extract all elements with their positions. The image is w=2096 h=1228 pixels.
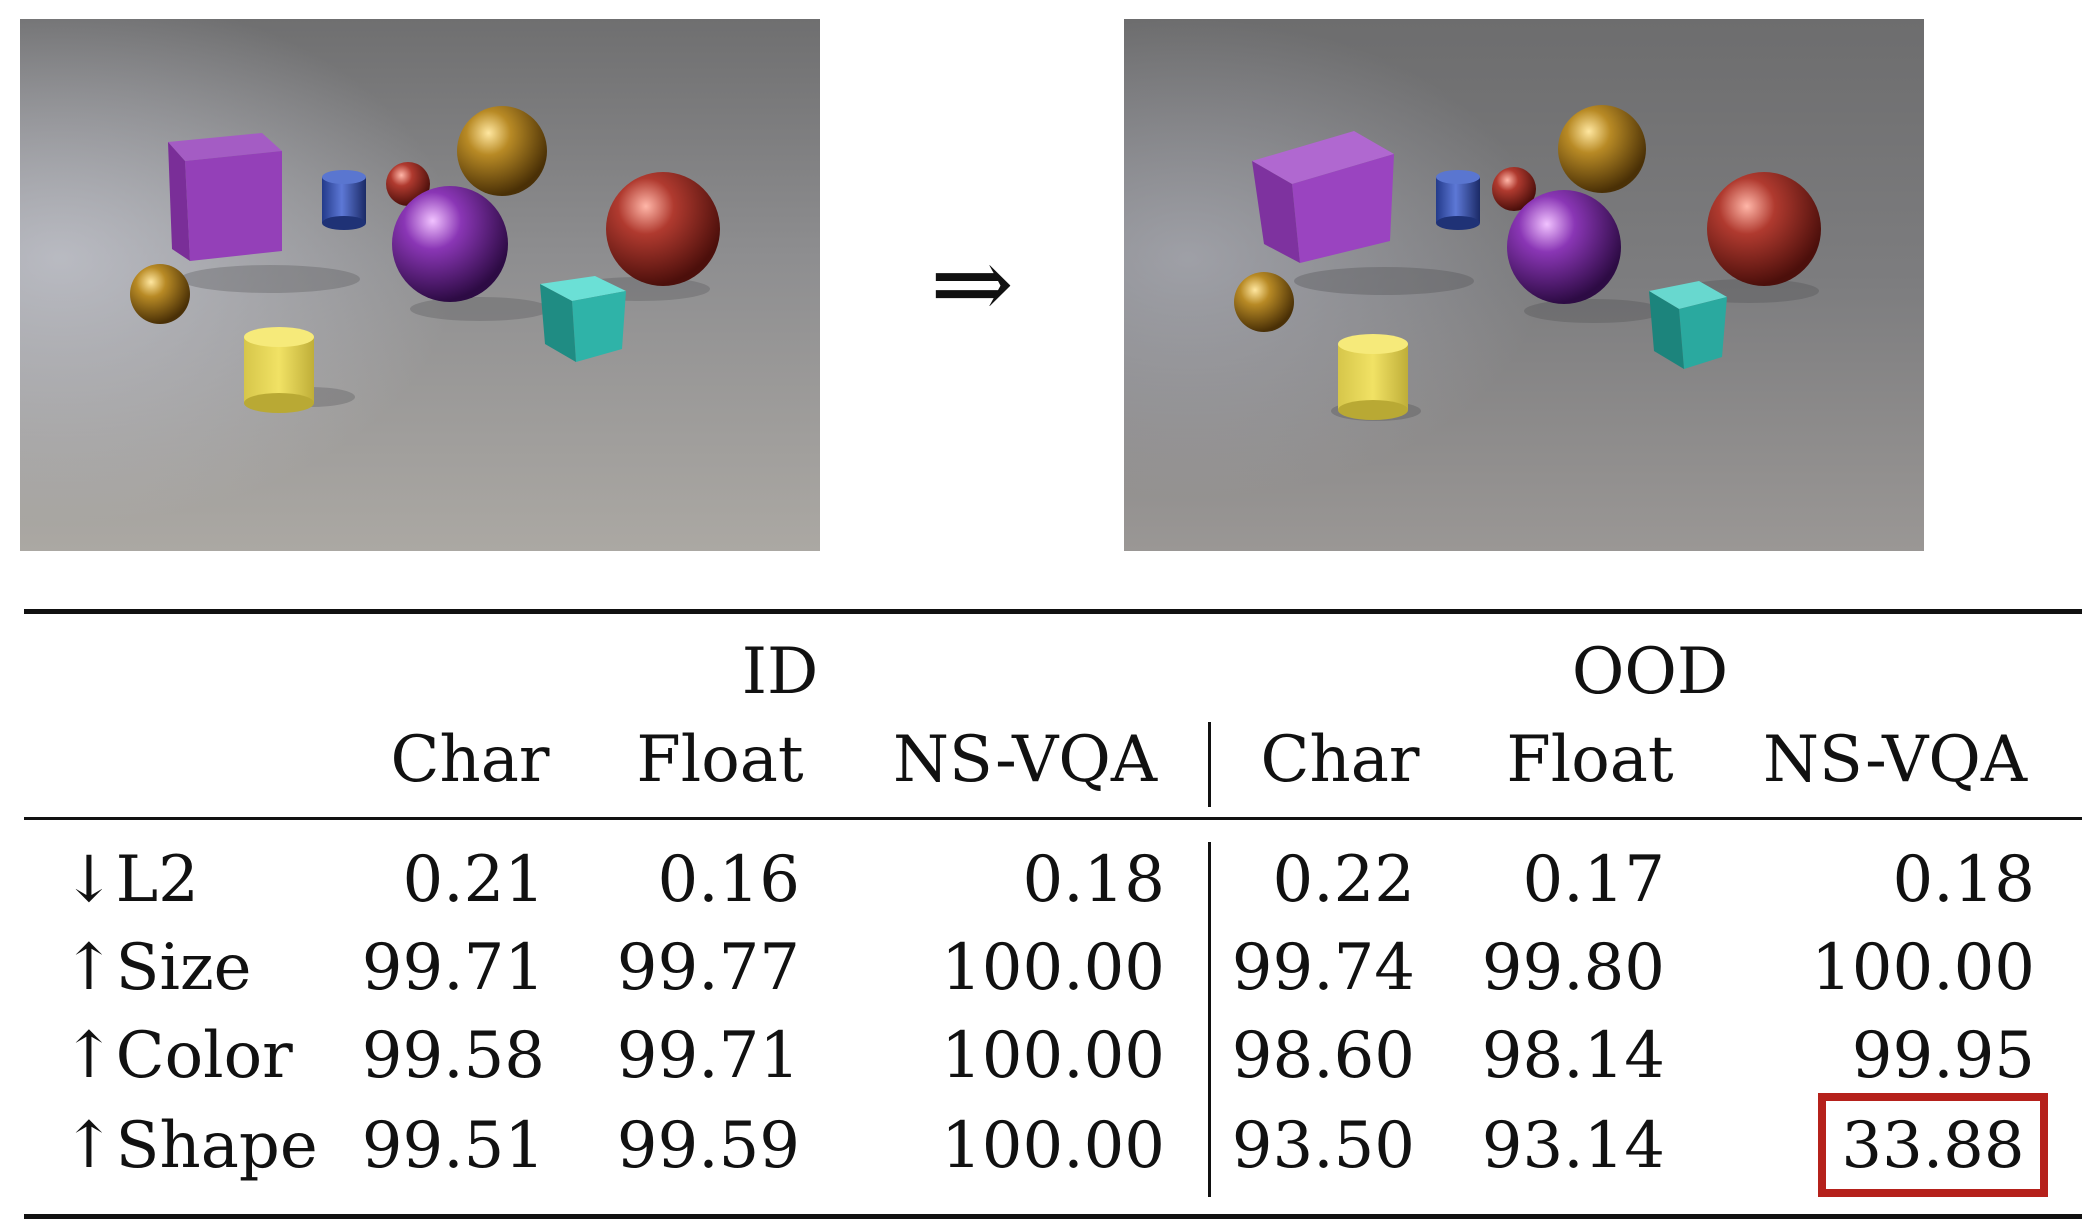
table-cell: 0.17 <box>1522 843 1666 917</box>
row-label-size: ↑Size <box>62 931 252 1005</box>
highlight-box <box>1818 1093 2048 1197</box>
group-header-id: ID <box>741 635 819 709</box>
table-cell: 100.00 <box>941 931 1165 1005</box>
column-header-id-nsvqa: NS-VQA <box>892 723 1158 797</box>
table-cell: 99.77 <box>616 931 800 1005</box>
column-separator <box>1208 842 1211 1197</box>
scene-image-original <box>20 19 820 551</box>
column-header-ood-float: Float <box>1506 723 1674 797</box>
table-cell: 0.21 <box>402 843 546 917</box>
table-cell: 93.50 <box>1231 1109 1415 1183</box>
table-cell: 99.51 <box>361 1109 545 1183</box>
table-cell: 100.00 <box>1811 931 2035 1005</box>
table-cell: 99.58 <box>361 1019 545 1093</box>
table-cell: 100.00 <box>941 1019 1165 1093</box>
table-cell: 93.14 <box>1481 1109 1665 1183</box>
row-label-l2: ↓L2 <box>62 843 199 917</box>
table-cell: 98.14 <box>1481 1019 1665 1093</box>
table-cell: 99.80 <box>1481 931 1665 1005</box>
table-cell-highlighted: 33.88 <box>1841 1109 2025 1183</box>
column-header-id-char: Char <box>390 723 550 797</box>
table-bottom-rule <box>24 1214 2082 1219</box>
column-separator <box>1208 722 1211 807</box>
table-cell: 0.18 <box>1892 843 2036 917</box>
table-cell: 99.95 <box>1851 1019 2035 1093</box>
row-label-shape: ↑Shape <box>62 1109 318 1183</box>
table-cell: 99.71 <box>361 931 545 1005</box>
column-header-ood-nsvqa: NS-VQA <box>1762 723 2028 797</box>
table-header-rule <box>24 817 2082 820</box>
column-header-ood-char: Char <box>1260 723 1420 797</box>
column-header-id-float: Float <box>636 723 804 797</box>
table-cell: 99.71 <box>616 1019 800 1093</box>
group-header-ood: OOD <box>1571 635 1729 709</box>
table-top-rule <box>24 609 2082 614</box>
table-cell: 99.74 <box>1231 931 1415 1005</box>
table-cell: 0.16 <box>657 843 801 917</box>
table-cell: 100.00 <box>941 1109 1165 1183</box>
transform-arrow: ⇒ <box>930 225 1014 342</box>
scene-image-reconstructed <box>1124 19 1924 551</box>
table-cell: 99.59 <box>616 1109 800 1183</box>
row-label-color: ↑Color <box>62 1019 293 1093</box>
table-cell: 98.60 <box>1231 1019 1415 1093</box>
table-cell: 0.18 <box>1022 843 1166 917</box>
table-cell: 0.22 <box>1272 843 1416 917</box>
